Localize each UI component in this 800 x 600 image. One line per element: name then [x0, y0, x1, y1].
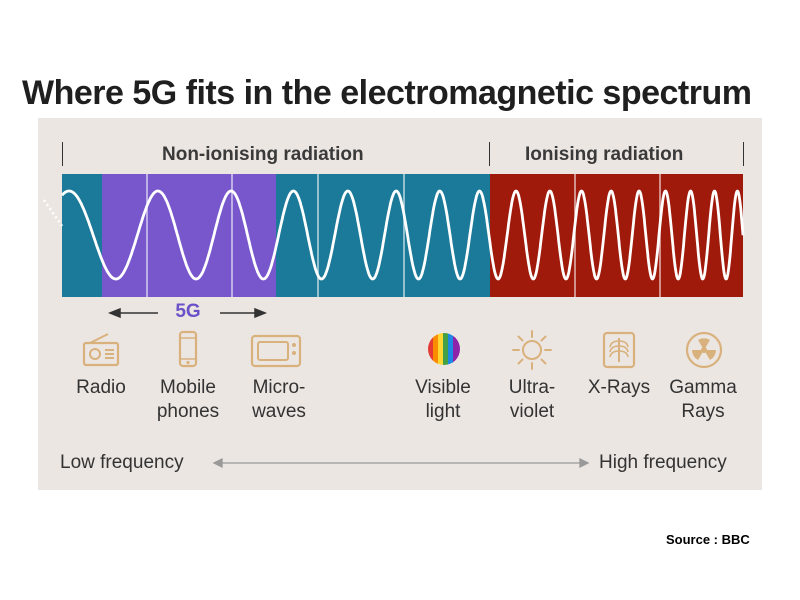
frequency-arrow — [212, 457, 590, 469]
source-credit: Source : BBC — [666, 532, 750, 547]
wave-dashed-start — [42, 199, 64, 227]
mobile-phone-icon — [178, 330, 198, 368]
band-label-gamma-rays: Gamma Rays — [669, 377, 737, 422]
band-label-x-rays: X-Rays — [587, 377, 651, 398]
band-label-mobile-phones: Mobile phones — [156, 377, 220, 422]
wave-line — [61, 189, 745, 281]
sun-icon — [512, 330, 552, 370]
radio-icon — [82, 333, 120, 367]
rainbow-circle-icon — [428, 333, 460, 365]
radiation-symbol-icon — [685, 331, 723, 369]
band-5g-purple — [102, 174, 276, 297]
bracket-right-tick — [743, 142, 744, 166]
low-frequency-label: Low frequency — [60, 452, 184, 473]
bracket-left-tick — [62, 142, 63, 166]
band-label-ultraviolet: Ultra-violet — [508, 377, 556, 422]
microwave-icon — [250, 334, 302, 368]
five-g-arrows — [107, 307, 268, 319]
ribcage-xray-icon — [602, 331, 636, 369]
band-label-visible-light: Visible light — [415, 377, 471, 422]
band-label-microwaves: Micro-waves — [252, 377, 306, 422]
band-label-radio: Radio — [76, 377, 126, 398]
ionising-label: Ionising radiation — [525, 144, 684, 165]
non-ionising-label: Non-ionising radiation — [162, 144, 364, 165]
band-red-ionising — [490, 174, 743, 297]
bracket-middle-tick — [489, 142, 490, 166]
high-frequency-label: High frequency — [599, 452, 727, 473]
band-teal-left — [62, 174, 102, 297]
band-teal-middle — [276, 174, 490, 297]
page-title: Where 5G fits in the electromagnetic spe… — [22, 74, 752, 112]
five-g-label: 5G — [175, 301, 201, 322]
